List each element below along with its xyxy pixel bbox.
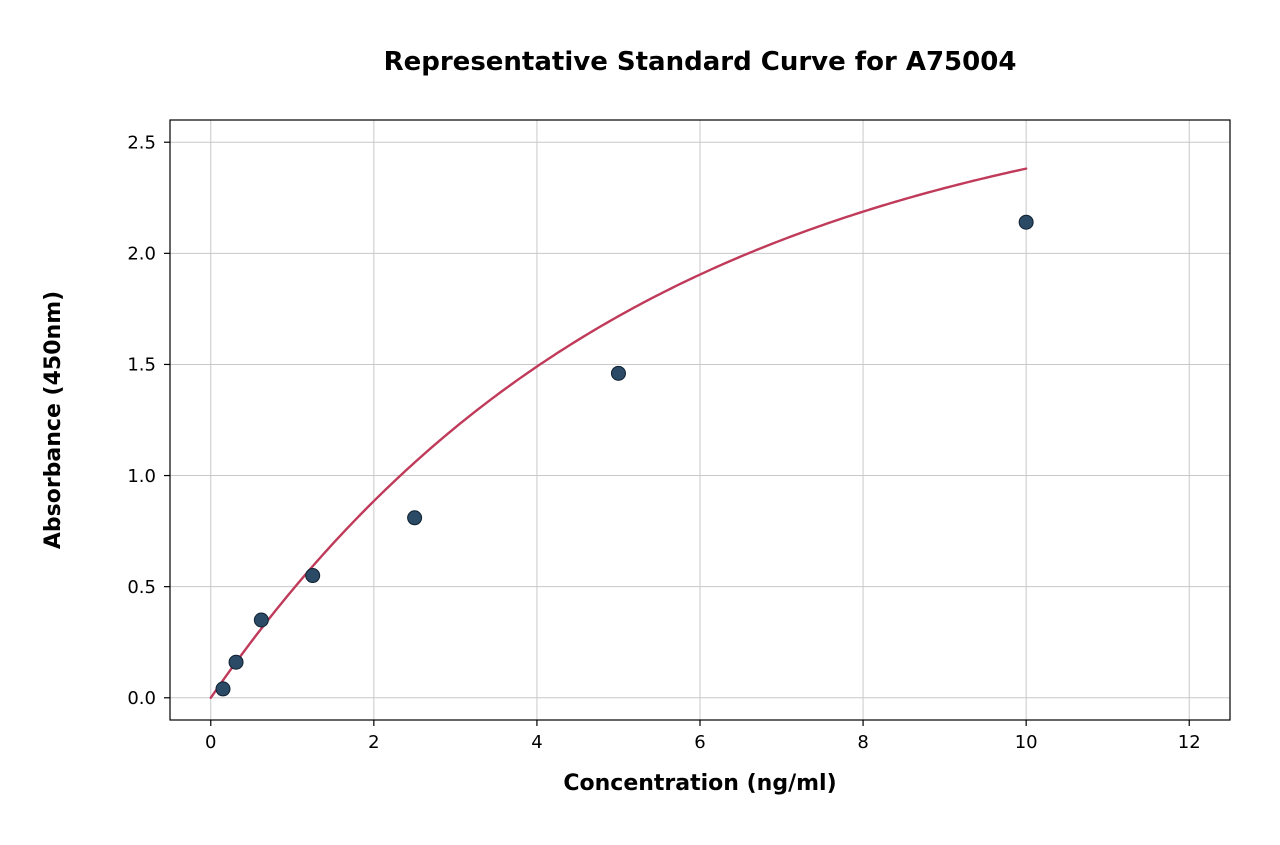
data-point [611,366,625,380]
data-point [216,682,230,696]
chart-title: Representative Standard Curve for A75004 [384,47,1017,77]
x-tick-label: 6 [694,732,705,753]
y-tick-label: 0.0 [127,688,156,709]
x-ticks: 0 2 4 6 8 10 12 [205,720,1201,753]
x-tick-label: 2 [368,732,379,753]
y-tick-label: 0.5 [127,577,156,598]
x-tick-label: 10 [1015,732,1038,753]
y-tick-label: 1.0 [127,466,156,487]
x-tick-label: 4 [531,732,542,753]
y-ticks: 0.0 0.5 1.0 1.5 2.0 2.5 [127,133,170,710]
x-axis-label: Concentration (ng/ml) [563,771,836,796]
x-tick-label: 8 [857,732,868,753]
y-tick-label: 2.5 [127,133,156,154]
data-point [229,655,243,669]
x-tick-label: 12 [1178,732,1201,753]
y-tick-label: 2.0 [127,244,156,265]
data-point [306,569,320,583]
x-tick-label: 0 [205,732,216,753]
y-axis-label: Absorbance (450nm) [41,291,66,549]
chart-container: 0 2 4 6 8 10 12 0.0 0.5 1.0 1.5 2.0 2.5 Representat… [0,0,1280,845]
standard-curve-chart: 0 2 4 6 8 10 12 0.0 0.5 1.0 1.5 2.0 2.5 Representat… [0,0,1280,845]
data-point [254,613,268,627]
data-point [408,511,422,525]
data-point [1019,215,1033,229]
y-tick-label: 1.5 [127,355,156,376]
